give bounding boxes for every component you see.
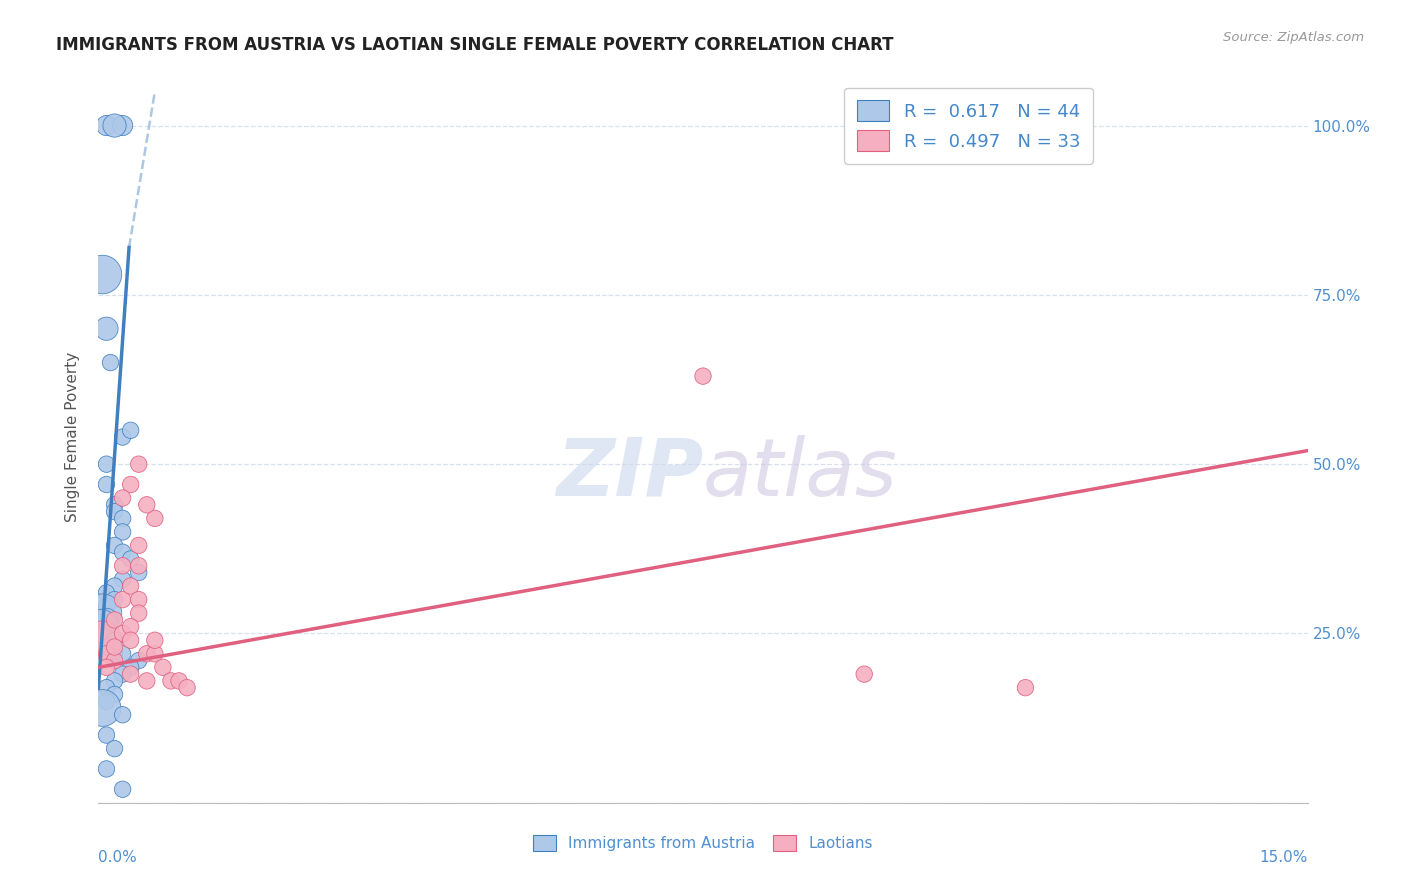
Point [111,430,134,444]
Point [91,268,114,282]
Point [96,647,118,661]
Point [152,660,174,674]
Point [91,606,114,620]
Point [103,119,125,133]
Text: 0.0%: 0.0% [98,850,138,865]
Point [103,592,125,607]
Point [103,673,125,688]
Text: Source: ZipAtlas.com: Source: ZipAtlas.com [1223,31,1364,45]
Point [120,477,142,491]
Point [103,538,125,552]
Point [103,579,125,593]
Point [96,728,118,742]
Point [96,613,118,627]
Point [103,688,125,702]
Point [128,566,150,580]
Point [111,626,134,640]
Point [120,552,142,566]
Text: ZIP: ZIP [555,434,703,513]
Text: IMMIGRANTS FROM AUSTRIA VS LAOTIAN SINGLE FEMALE POVERTY CORRELATION CHART: IMMIGRANTS FROM AUSTRIA VS LAOTIAN SINGL… [56,36,894,54]
Point [128,538,150,552]
Point [96,586,118,600]
Point [103,647,125,661]
Point [167,673,190,688]
Point [96,640,118,654]
Point [103,654,125,668]
Point [90,620,112,634]
Point [103,498,125,512]
Point [111,647,134,661]
Y-axis label: Single Female Poverty: Single Female Poverty [65,352,80,522]
Legend: Immigrants from Austria, Laotians: Immigrants from Austria, Laotians [527,830,879,857]
Point [120,633,142,648]
Point [143,511,166,525]
Point [96,599,118,614]
Point [111,119,134,133]
Point [111,572,134,586]
Point [692,369,714,384]
Point [143,633,166,648]
Point [96,660,118,674]
Point [128,457,150,471]
Point [135,498,157,512]
Point [128,606,150,620]
Point [91,633,114,648]
Point [853,667,876,681]
Point [160,673,183,688]
Point [111,592,134,607]
Point [111,782,134,797]
Point [120,667,142,681]
Point [100,355,122,369]
Point [103,505,125,519]
Point [135,673,157,688]
Point [111,524,134,539]
Point [96,457,118,471]
Point [96,681,118,695]
Point [96,626,118,640]
Point [111,511,134,525]
Point [120,660,142,674]
Point [1014,681,1036,695]
Point [103,633,125,648]
Point [128,558,150,573]
Point [96,762,118,776]
Point [143,647,166,661]
Point [128,654,150,668]
Point [120,423,142,437]
Point [135,647,157,661]
Point [128,592,150,607]
Point [111,491,134,505]
Text: 15.0%: 15.0% [1260,850,1308,865]
Point [176,681,198,695]
Point [111,558,134,573]
Point [103,741,125,756]
Point [111,545,134,559]
Point [96,694,118,708]
Text: atlas: atlas [703,434,898,513]
Point [111,707,134,722]
Point [91,701,114,715]
Point [111,667,134,681]
Point [120,620,142,634]
Point [96,322,118,336]
Point [96,477,118,491]
Point [103,640,125,654]
Point [103,613,125,627]
Point [96,119,118,133]
Point [120,579,142,593]
